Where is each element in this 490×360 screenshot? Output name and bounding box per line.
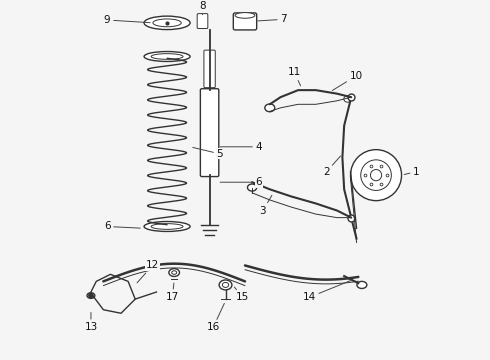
Text: 3: 3: [260, 195, 272, 216]
Ellipse shape: [344, 96, 352, 102]
Ellipse shape: [144, 221, 190, 231]
Ellipse shape: [151, 224, 183, 229]
Text: 7: 7: [258, 14, 287, 24]
FancyBboxPatch shape: [233, 13, 257, 30]
Ellipse shape: [144, 16, 190, 30]
Text: 2: 2: [323, 156, 341, 177]
Ellipse shape: [153, 19, 181, 27]
Text: 13: 13: [84, 312, 98, 332]
Ellipse shape: [357, 282, 367, 288]
Text: 12: 12: [137, 260, 159, 283]
Ellipse shape: [169, 269, 179, 276]
Ellipse shape: [144, 51, 190, 62]
Text: 6: 6: [104, 221, 140, 231]
Text: 4: 4: [220, 142, 262, 152]
Ellipse shape: [151, 54, 183, 59]
Text: 15: 15: [234, 287, 249, 302]
Circle shape: [361, 160, 392, 190]
Circle shape: [89, 293, 93, 298]
Circle shape: [370, 170, 382, 181]
Ellipse shape: [265, 104, 275, 112]
Ellipse shape: [222, 283, 229, 287]
Text: 6: 6: [220, 177, 262, 187]
Text: 9: 9: [104, 15, 150, 25]
Text: 8: 8: [199, 1, 206, 15]
Text: 10: 10: [332, 71, 363, 90]
FancyBboxPatch shape: [197, 14, 208, 28]
Text: 5: 5: [193, 148, 223, 159]
Text: 16: 16: [206, 303, 224, 332]
Ellipse shape: [87, 293, 95, 298]
Text: 1: 1: [404, 167, 420, 177]
Ellipse shape: [235, 13, 255, 18]
Text: 17: 17: [166, 283, 179, 302]
FancyBboxPatch shape: [204, 50, 215, 88]
FancyBboxPatch shape: [200, 89, 219, 176]
Ellipse shape: [247, 184, 257, 191]
Circle shape: [350, 150, 401, 201]
Ellipse shape: [219, 280, 232, 290]
Text: 14: 14: [303, 281, 350, 302]
Ellipse shape: [172, 271, 177, 274]
Text: 11: 11: [288, 67, 301, 86]
